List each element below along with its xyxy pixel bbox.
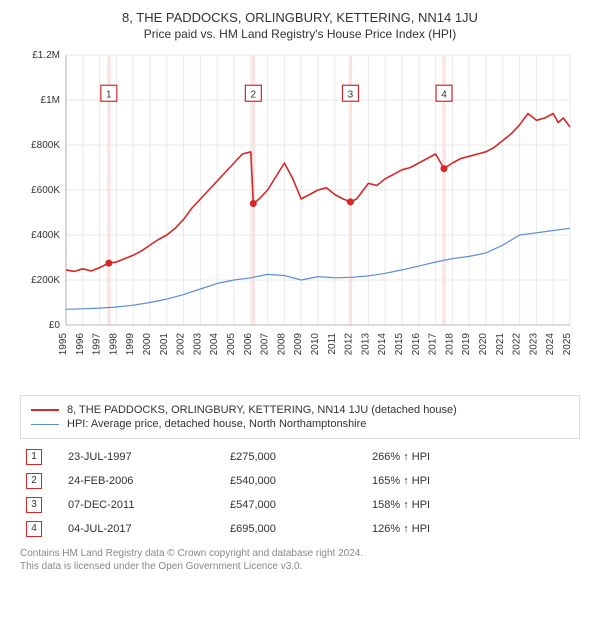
svg-text:2018: 2018 bbox=[444, 333, 455, 356]
sale-price: £540,000 bbox=[224, 469, 366, 493]
attribution-line1: Contains HM Land Registry data © Crown c… bbox=[20, 547, 580, 560]
svg-text:1995: 1995 bbox=[58, 333, 69, 356]
sale-price: £275,000 bbox=[224, 445, 366, 469]
svg-text:2003: 2003 bbox=[192, 333, 203, 356]
svg-text:2006: 2006 bbox=[243, 333, 254, 356]
svg-text:£600K: £600K bbox=[31, 185, 60, 196]
svg-text:£0: £0 bbox=[49, 320, 61, 331]
svg-text:1998: 1998 bbox=[108, 333, 119, 356]
legend-label: HPI: Average price, detached house, Nort… bbox=[67, 418, 366, 430]
sale-marker: 1 bbox=[20, 445, 62, 469]
sale-delta: 165% ↑ HPI bbox=[366, 469, 580, 493]
svg-text:2017: 2017 bbox=[428, 333, 439, 356]
svg-text:2007: 2007 bbox=[260, 333, 271, 356]
svg-text:1996: 1996 bbox=[75, 333, 86, 356]
svg-text:2023: 2023 bbox=[528, 333, 539, 356]
legend-swatch bbox=[31, 409, 59, 411]
svg-text:£1.2M: £1.2M bbox=[32, 50, 60, 61]
svg-text:2: 2 bbox=[251, 89, 257, 100]
svg-text:2012: 2012 bbox=[344, 333, 355, 356]
table-row: 404-JUL-2017£695,000126% ↑ HPI bbox=[20, 517, 580, 541]
legend: 8, THE PADDOCKS, ORLINGBURY, KETTERING, … bbox=[20, 395, 580, 439]
price-chart: £0 £200K £400K £600K £800K £1M £1.2M 1995 1996 19… bbox=[20, 47, 580, 387]
sale-price: £547,000 bbox=[224, 493, 366, 517]
attribution-line2: This data is licensed under the Open Gov… bbox=[20, 560, 580, 573]
table-row: 224-FEB-2006£540,000165% ↑ HPI bbox=[20, 469, 580, 493]
sale-date: 24-FEB-2006 bbox=[62, 469, 224, 493]
svg-text:£800K: £800K bbox=[31, 140, 60, 151]
svg-text:2008: 2008 bbox=[276, 333, 287, 356]
svg-text:2016: 2016 bbox=[411, 333, 422, 356]
svg-text:2009: 2009 bbox=[293, 333, 304, 356]
sale-marker: 4 bbox=[20, 517, 62, 541]
svg-text:2019: 2019 bbox=[461, 333, 472, 356]
svg-text:2022: 2022 bbox=[512, 333, 523, 356]
legend-item: HPI: Average price, detached house, Nort… bbox=[31, 418, 569, 430]
svg-text:4: 4 bbox=[441, 89, 447, 100]
sale-delta: 126% ↑ HPI bbox=[366, 517, 580, 541]
sale-date: 23-JUL-1997 bbox=[62, 445, 224, 469]
svg-text:3: 3 bbox=[348, 89, 354, 100]
legend-label: 8, THE PADDOCKS, ORLINGBURY, KETTERING, … bbox=[67, 404, 457, 416]
svg-text:2002: 2002 bbox=[176, 333, 187, 356]
svg-text:2005: 2005 bbox=[226, 333, 237, 356]
svg-text:2010: 2010 bbox=[310, 333, 321, 356]
sales-table: 123-JUL-1997£275,000266% ↑ HPI224-FEB-20… bbox=[20, 445, 580, 541]
svg-text:2020: 2020 bbox=[478, 333, 489, 356]
svg-text:2025: 2025 bbox=[562, 333, 573, 356]
table-row: 123-JUL-1997£275,000266% ↑ HPI bbox=[20, 445, 580, 469]
svg-text:2021: 2021 bbox=[495, 333, 506, 356]
svg-text:1999: 1999 bbox=[125, 333, 136, 356]
svg-text:1997: 1997 bbox=[92, 333, 103, 356]
svg-text:1: 1 bbox=[106, 89, 112, 100]
sale-marker: 2 bbox=[20, 469, 62, 493]
legend-swatch bbox=[31, 424, 59, 425]
svg-text:£1M: £1M bbox=[41, 95, 60, 106]
table-row: 307-DEC-2011£547,000158% ↑ HPI bbox=[20, 493, 580, 517]
svg-text:£400K: £400K bbox=[31, 230, 60, 241]
sale-delta: 158% ↑ HPI bbox=[366, 493, 580, 517]
svg-text:2014: 2014 bbox=[377, 333, 388, 356]
sale-delta: 266% ↑ HPI bbox=[366, 445, 580, 469]
svg-text:2000: 2000 bbox=[142, 333, 153, 356]
svg-text:£200K: £200K bbox=[31, 275, 60, 286]
page-title: 8, THE PADDOCKS, ORLINGBURY, KETTERING, … bbox=[10, 10, 590, 25]
attribution: Contains HM Land Registry data © Crown c… bbox=[20, 547, 580, 573]
svg-text:2015: 2015 bbox=[394, 333, 405, 356]
svg-text:2001: 2001 bbox=[159, 333, 170, 356]
svg-text:2004: 2004 bbox=[209, 333, 220, 356]
sale-date: 04-JUL-2017 bbox=[62, 517, 224, 541]
legend-item: 8, THE PADDOCKS, ORLINGBURY, KETTERING, … bbox=[31, 404, 569, 416]
sale-date: 07-DEC-2011 bbox=[62, 493, 224, 517]
sale-marker: 3 bbox=[20, 493, 62, 517]
svg-text:2024: 2024 bbox=[545, 333, 556, 356]
svg-text:2011: 2011 bbox=[327, 333, 338, 355]
sale-price: £695,000 bbox=[224, 517, 366, 541]
svg-text:2013: 2013 bbox=[360, 333, 371, 356]
page-subtitle: Price paid vs. HM Land Registry's House … bbox=[10, 27, 590, 41]
chart-svg: £0 £200K £400K £600K £800K £1M £1.2M 1995 1996 19… bbox=[20, 47, 580, 387]
